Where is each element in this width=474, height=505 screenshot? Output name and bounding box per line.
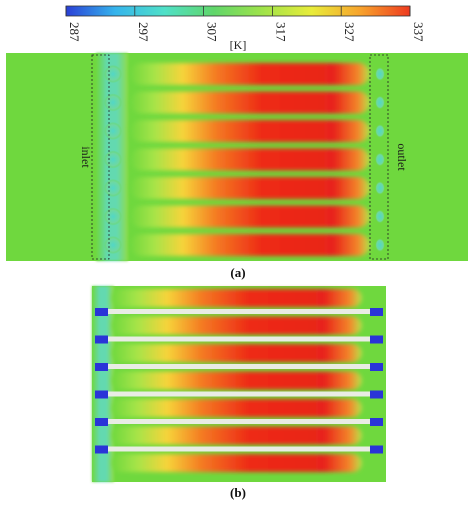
outlet-port — [370, 335, 383, 344]
channel-hot-zone — [112, 344, 362, 362]
panel-b-label: (b) — [230, 485, 246, 500]
outlet-region-outline — [369, 54, 389, 260]
inlet-port — [95, 308, 108, 316]
panel-b-inlet-band — [92, 286, 114, 482]
channel-hot-zone — [130, 205, 370, 228]
outlet-port — [370, 445, 383, 454]
channel-hot-zone — [130, 177, 370, 199]
channel-hot-zone — [112, 399, 362, 417]
channel-hot-zone — [112, 371, 362, 390]
channel-wall — [108, 364, 370, 369]
inlet-port — [95, 418, 108, 426]
colorbar: 287 297 307 317 327 337 [K] — [65, 5, 426, 52]
channel-wall — [108, 309, 370, 314]
outlet-cool-spot — [375, 181, 385, 195]
channel-hot-zone — [112, 454, 362, 472]
panel-b-walls — [108, 309, 370, 452]
inlet-port — [95, 363, 108, 371]
outlet-cool-spot — [375, 95, 385, 110]
outlet-label: outlet — [395, 143, 409, 171]
inlet-cool-spot — [104, 93, 122, 112]
inlet-label: inlet — [79, 146, 93, 168]
outlet-cool-spot — [375, 67, 385, 81]
inlet-cool-spot — [104, 122, 122, 140]
inlet-port — [95, 445, 108, 454]
colorbar-bar — [65, 5, 411, 17]
colorbar-tick-label: 297 — [136, 22, 151, 42]
inlet-cool-spot — [104, 207, 122, 226]
panel-a: inlet outlet (a) — [6, 53, 468, 280]
channel-hot-zone — [130, 63, 370, 85]
colorbar-tick-label: 337 — [411, 22, 426, 42]
inlet-cool-spot — [104, 65, 122, 83]
outlet-cool-spot — [375, 124, 385, 138]
channel-hot-zone — [112, 426, 362, 445]
panel-a-channels — [130, 63, 370, 256]
outlet-port — [370, 390, 383, 399]
channel-hot-zone — [112, 289, 362, 307]
channel-wall — [108, 446, 370, 452]
inlet-cool-spot — [104, 236, 122, 254]
panel-a-label: (a) — [230, 265, 245, 280]
channel-hot-zone — [130, 234, 370, 256]
outlet-cool-spot — [375, 209, 385, 224]
inlet-cool-spot — [104, 150, 122, 169]
inlet-cool-spots — [104, 65, 122, 254]
outlet-cool-spot — [375, 238, 385, 252]
inlet-port — [95, 335, 108, 344]
channel-wall — [108, 391, 370, 397]
inlet-region-outline — [91, 54, 110, 260]
outlet-port — [370, 363, 383, 371]
channel-hot-zone — [130, 91, 370, 114]
channel-wall — [108, 419, 370, 424]
colorbar-tick-label: 287 — [67, 22, 82, 42]
channel-hot-zone — [130, 120, 370, 142]
outlet-port — [370, 418, 383, 426]
colorbar-unit: [K] — [230, 38, 247, 52]
outlet-port — [370, 308, 383, 316]
panel-b-channels — [112, 289, 362, 472]
channel-hot-zone — [130, 148, 370, 171]
panel-b: (b) — [92, 286, 386, 500]
inlet-cool-spot — [104, 179, 122, 197]
colorbar-tick-label: 327 — [342, 22, 357, 42]
channel-wall — [108, 336, 370, 342]
outlet-cool-spot — [375, 152, 385, 167]
panel-b-ports — [95, 308, 383, 454]
colorbar-tick-label: 317 — [273, 22, 288, 42]
colorbar-ticks: 287 297 307 317 327 337 — [65, 6, 426, 42]
channel-hot-zone — [112, 316, 362, 335]
outlet-cool-spots — [375, 67, 385, 252]
inlet-port — [95, 390, 108, 399]
colorbar-tick-label: 307 — [205, 22, 220, 42]
